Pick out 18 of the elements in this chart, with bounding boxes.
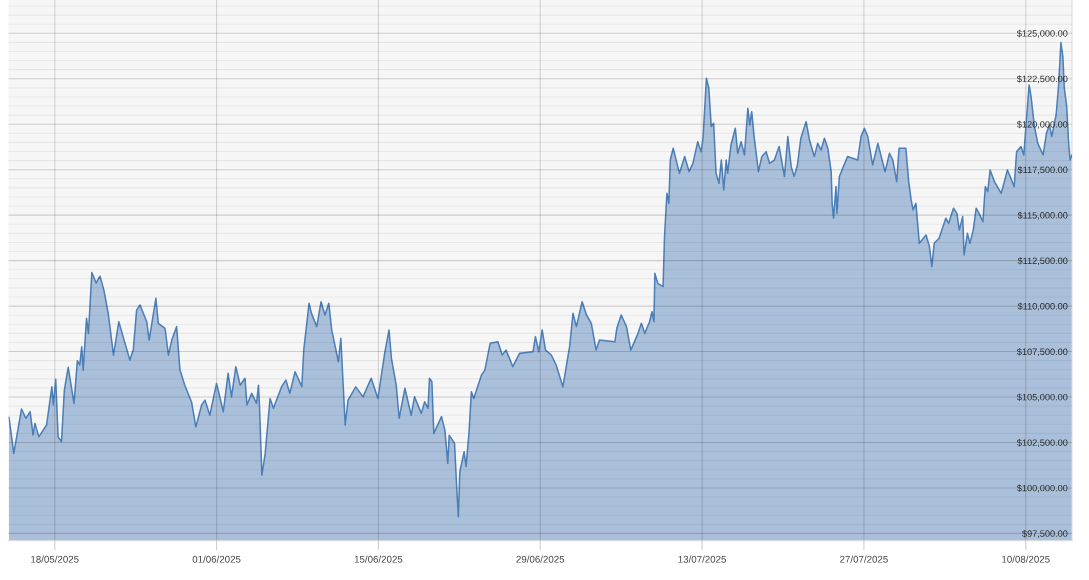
y-tick-label: $112,500.00 [1017, 257, 1068, 266]
y-tick-label: $115,000.00 [1017, 211, 1068, 220]
y-tick-label: $102,500.00 [1016, 439, 1068, 447]
y-tick-label: $100,000.00 [1016, 484, 1068, 493]
y-tick-label: $125,000.00 [1016, 29, 1068, 38]
y-tick-label: $97,500.00 [1022, 529, 1068, 538]
x-tick-label: 15/06/2025 [354, 555, 403, 563]
x-tick-label: 13/07/2025 [678, 555, 727, 563]
y-tick-label: $120,000.00 [1016, 120, 1068, 129]
x-tick-label: 18/05/2025 [31, 555, 79, 563]
x-tick-label: 27/07/2025 [840, 555, 888, 563]
y-tick-label: $117,500.00 [1017, 166, 1068, 175]
x-tick-label: 10/08/2025 [1002, 555, 1050, 563]
y-tick-label: $107,500.00 [1016, 348, 1068, 357]
y-tick-label: $110,000.00 [1017, 302, 1068, 311]
x-tick-label: 01/06/2025 [192, 555, 241, 563]
y-tick-label: $105,000.00 [1016, 393, 1068, 402]
x-tick-label: 29/06/2025 [516, 555, 565, 563]
